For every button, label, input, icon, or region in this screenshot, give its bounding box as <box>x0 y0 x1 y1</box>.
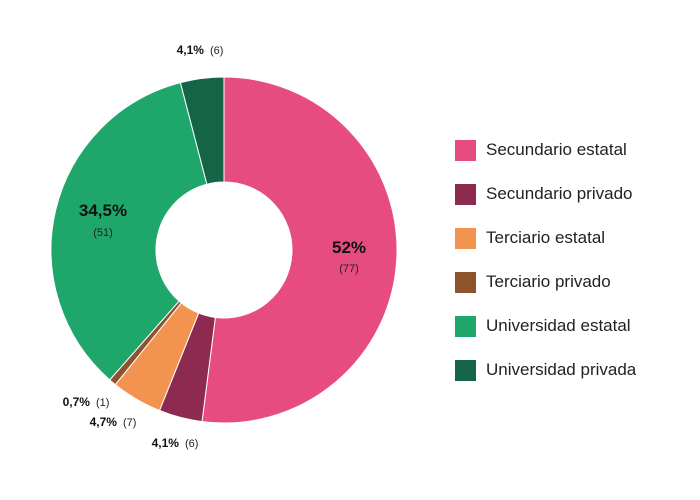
legend-item-universidad-estatal: Universidad estatal <box>455 304 636 348</box>
legend-swatch-universidad-estatal <box>455 315 476 337</box>
label-terciario-estatal-count: (7) <box>123 417 136 429</box>
label-terciario-privado-percent: 0,7% <box>63 395 91 409</box>
label-secundario-privado-percent: 4,1% <box>152 436 180 450</box>
legend-label-secundario-privado: Secundario privado <box>486 184 633 203</box>
slice-secundario-estatal <box>201 76 398 424</box>
legend-swatch-terciario-privado <box>455 271 476 293</box>
label-terciario-estatal-percent: 4,7% <box>90 415 118 429</box>
legend-label-universidad-estatal: Universidad estatal <box>486 316 631 335</box>
label-terciario-estatal: 4,7% (7) <box>90 415 137 429</box>
label-secundario-privado: 4,1% (6) <box>152 436 199 450</box>
label-universidad-estatal-percent: 34,5% <box>79 201 127 220</box>
legend-label-terciario-privado: Terciario privado <box>486 272 611 291</box>
slice-universidad-estatal <box>50 81 208 381</box>
label-secundario-estatal-count: (77) <box>339 263 359 275</box>
label-universidad-privada: 4,1% (6) <box>177 43 224 57</box>
slice-universidad-privada <box>179 76 225 185</box>
legend-label-secundario-estatal: Secundario estatal <box>486 140 627 159</box>
legend-item-secundario-privado: Secundario privado <box>455 172 636 216</box>
legend-label-terciario-estatal: Terciario estatal <box>486 228 606 247</box>
legend-item-universidad-privada: Universidad privada <box>455 348 636 392</box>
label-secundario-estatal-percent: 52% <box>332 238 366 257</box>
legend-swatch-universidad-privada <box>455 359 476 381</box>
label-universidad-privada-percent: 4,1% <box>177 43 205 57</box>
label-terciario-privado-count: (1) <box>96 397 109 409</box>
legend-swatch-terciario-estatal <box>455 227 476 249</box>
label-universidad-estatal-count: (51) <box>93 227 113 239</box>
legend-item-terciario-estatal: Terciario estatal <box>455 216 636 260</box>
legend-swatch-secundario-estatal <box>455 139 476 161</box>
legend-swatch-secundario-privado <box>455 183 476 205</box>
legend-item-secundario-estatal: Secundario estatal <box>455 128 636 172</box>
label-universidad-privada-count: (6) <box>210 45 223 57</box>
label-secundario-privado-count: (6) <box>185 438 198 450</box>
label-terciario-privado: 0,7% (1) <box>63 395 110 409</box>
legend: Secundario estatal Secundario privado Terc… <box>455 128 636 392</box>
legend-item-terciario-privado: Terciario privado <box>455 260 636 304</box>
legend-label-universidad-privada: Universidad privada <box>486 360 637 379</box>
